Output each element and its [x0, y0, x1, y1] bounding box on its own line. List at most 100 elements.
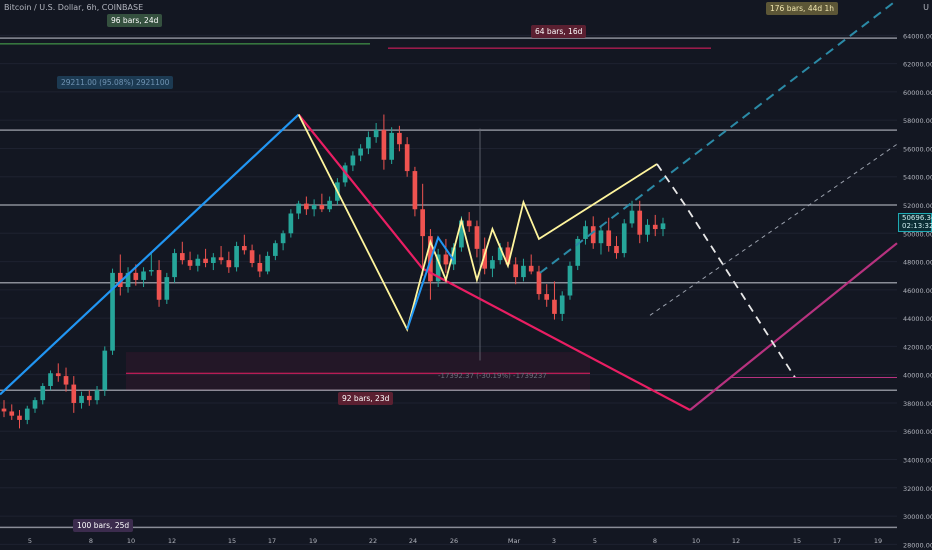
time-tick-label: 15	[228, 537, 236, 545]
candle-body	[629, 210, 635, 224]
range-box-bottom	[126, 352, 590, 391]
price-tick-label: 28000.00	[903, 541, 932, 549]
price-tick-label: 50000.00	[903, 230, 932, 238]
candle-body	[567, 265, 573, 296]
candle-body	[606, 230, 612, 247]
candle-body	[505, 247, 511, 265]
candle-body	[172, 253, 177, 278]
candle-body	[195, 258, 201, 266]
candle-body	[141, 271, 146, 280]
candle-body	[48, 373, 53, 386]
time-tick-label: 10	[692, 537, 700, 545]
time-tick-label: 17	[268, 537, 276, 545]
teal-dashed-channel	[539, 0, 898, 274]
time-tick-label: 8	[653, 537, 657, 545]
time-tick-label: 22	[369, 537, 377, 545]
candle-body	[319, 205, 325, 210]
price-tick-label: 40000.00	[903, 372, 932, 380]
candle-body	[552, 299, 557, 314]
bars-badge-96: 96 bars, 24d	[107, 14, 163, 27]
candle-body	[614, 246, 619, 254]
price-tick-label: 64000.00	[903, 32, 932, 40]
white-dashed-projection	[656, 163, 796, 378]
candle-body	[451, 247, 456, 265]
candle-body	[482, 248, 488, 269]
candle-body	[497, 247, 503, 261]
candle-body	[133, 272, 139, 280]
time-tick-label: 8	[89, 537, 93, 545]
bars-badge-64: 64 bars, 16d	[531, 25, 587, 38]
price-tick-label: 52000.00	[903, 202, 932, 210]
candle-body	[148, 270, 154, 272]
candle-body	[273, 243, 278, 256]
blue-small-swing	[406, 235, 455, 330]
price-tick-label: 56000.00	[903, 145, 932, 153]
candle-body	[249, 250, 255, 263]
candle-body	[117, 272, 123, 288]
price-tick-label: 36000.00	[903, 428, 932, 436]
time-tick-label: 10	[127, 537, 135, 545]
candle-body	[404, 144, 410, 172]
candle-body	[24, 408, 30, 420]
time-tick-label: 17	[833, 537, 841, 545]
bars-badge-92: 92 bars, 23d	[338, 392, 394, 405]
countdown-value: 02:13:32	[902, 222, 932, 230]
time-tick-label: 12	[732, 537, 740, 545]
candle-body	[311, 205, 317, 210]
candle-body	[358, 148, 363, 156]
candle-body	[218, 257, 224, 261]
price-axis: 64000.00 62000.00 60000.00 58000.00 56000.00…	[903, 32, 932, 549]
candle-body	[381, 130, 387, 160]
price-tick-label: 30000.00	[903, 513, 932, 521]
time-tick-label: 5	[28, 537, 32, 545]
candle-body	[366, 137, 371, 149]
price-tick-label: 32000.00	[903, 485, 932, 493]
last-price-value: 50696.34	[902, 214, 932, 222]
grid-lines	[0, 34, 897, 545]
time-tick-label: 19	[874, 537, 882, 545]
candle-body	[156, 270, 162, 300]
bars-badge-176: 176 bars, 44d 1h	[766, 2, 839, 15]
candle-body	[389, 132, 394, 160]
candle-body	[179, 253, 185, 261]
time-tick-label: 15	[793, 537, 801, 545]
candle-body	[373, 130, 379, 138]
yellow-swing-line	[297, 114, 658, 332]
price-tick-label: 62000.00	[903, 61, 932, 69]
candle-body	[443, 254, 449, 265]
candle-body	[583, 226, 588, 239]
candle-body	[490, 260, 495, 269]
candle-body	[280, 233, 286, 244]
candle-body	[397, 132, 402, 145]
candle-body	[94, 390, 100, 401]
time-tick-label: 12	[168, 537, 176, 545]
price-tick-label: 58000.00	[903, 117, 932, 125]
candle-body	[257, 262, 263, 272]
candle-body	[304, 203, 309, 210]
candle-body	[575, 238, 581, 266]
candle-body	[79, 395, 84, 403]
price-tick-label: 46000.00	[903, 287, 932, 295]
blue-rise-line	[0, 113, 300, 396]
range-caption-bottom: -17392.37 (-30.19%) -1739237	[438, 372, 547, 380]
candle-body	[645, 224, 650, 235]
candle-body	[559, 295, 565, 314]
price-tick-label: 34000.00	[903, 457, 932, 465]
candle-body	[40, 385, 46, 401]
price-tick-label: 38000.00	[903, 400, 932, 408]
candle-body	[513, 264, 519, 278]
time-tick-label: 5	[593, 537, 597, 545]
candle-body	[660, 223, 666, 230]
candle-body	[110, 272, 115, 351]
candle-body	[125, 272, 131, 288]
candle-body	[412, 171, 418, 210]
time-axis: 5 8 10 12 15 17 19 22 24 26 Mar 3 5 8 10 12 15 17 19	[28, 537, 882, 545]
candle-body	[1, 408, 7, 412]
candle-body	[265, 255, 270, 272]
candle-body	[621, 223, 627, 254]
candle-body	[652, 224, 658, 230]
candle-body	[55, 373, 61, 377]
grey-dashed-channel	[649, 143, 898, 316]
candle-body	[9, 411, 15, 416]
